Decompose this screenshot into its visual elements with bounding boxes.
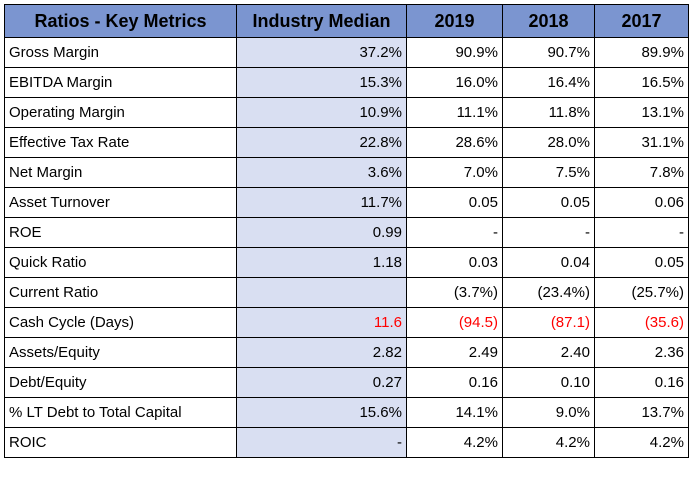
median-value: 15.6% xyxy=(236,397,407,428)
table-row: Debt/Equity 0.27 0.16 0.10 0.16 xyxy=(4,367,689,398)
header-2018: 2018 xyxy=(502,4,595,38)
value-2018: 11.8% xyxy=(502,97,595,128)
metric-label: Assets/Equity xyxy=(4,337,237,368)
value-2019: 7.0% xyxy=(406,157,503,188)
header-industry-median: Industry Median xyxy=(236,4,407,38)
value-2019: 0.16 xyxy=(406,367,503,398)
value-2017: 31.1% xyxy=(594,127,689,158)
value-2017: 7.8% xyxy=(594,157,689,188)
value-2017: 2.36 xyxy=(594,337,689,368)
median-value: 0.99 xyxy=(236,217,407,248)
table-row: Operating Margin 10.9% 11.1% 11.8% 13.1% xyxy=(4,97,689,128)
value-2017: 0.06 xyxy=(594,187,689,218)
median-value: 1.18 xyxy=(236,247,407,278)
median-value: 2.82 xyxy=(236,337,407,368)
value-2017: 16.5% xyxy=(594,67,689,98)
table-row: Current Ratio (3.7%) (23.4%) (25.7%) xyxy=(4,277,689,308)
value-2019: 28.6% xyxy=(406,127,503,158)
value-2019: 16.0% xyxy=(406,67,503,98)
value-2017: 0.05 xyxy=(594,247,689,278)
value-2018: - xyxy=(502,217,595,248)
value-2018: 0.05 xyxy=(502,187,595,218)
metric-label: ROE xyxy=(4,217,237,248)
table-row: Effective Tax Rate 22.8% 28.6% 28.0% 31.… xyxy=(4,127,689,158)
header-metric: Ratios - Key Metrics xyxy=(4,4,237,38)
value-2018: 16.4% xyxy=(502,67,595,98)
table-row: ROE 0.99 - - - xyxy=(4,217,689,248)
table-row: EBITDA Margin 15.3% 16.0% 16.4% 16.5% xyxy=(4,67,689,98)
table-row: Cash Cycle (Days) 11.6 (94.5) (87.1) (35… xyxy=(4,307,689,338)
value-2017: (25.7%) xyxy=(594,277,689,308)
value-2017: 13.7% xyxy=(594,397,689,428)
value-2017: 13.1% xyxy=(594,97,689,128)
table-row: Assets/Equity 2.82 2.49 2.40 2.36 xyxy=(4,337,689,368)
value-2017: (35.6) xyxy=(594,307,689,338)
value-2018: (23.4%) xyxy=(502,277,595,308)
metric-label: ROIC xyxy=(4,427,237,458)
median-value: 0.27 xyxy=(236,367,407,398)
value-2018: 9.0% xyxy=(502,397,595,428)
metric-label: Asset Turnover xyxy=(4,187,237,218)
table-row: Quick Ratio 1.18 0.03 0.04 0.05 xyxy=(4,247,689,278)
table-row: Net Margin 3.6% 7.0% 7.5% 7.8% xyxy=(4,157,689,188)
value-2019: 14.1% xyxy=(406,397,503,428)
table-row: Asset Turnover 11.7% 0.05 0.05 0.06 xyxy=(4,187,689,218)
value-2019: 4.2% xyxy=(406,427,503,458)
metric-label: Quick Ratio xyxy=(4,247,237,278)
metric-label: % LT Debt to Total Capital xyxy=(4,397,237,428)
value-2019: (94.5) xyxy=(406,307,503,338)
table-row: % LT Debt to Total Capital 15.6% 14.1% 9… xyxy=(4,397,689,428)
metric-label: Gross Margin xyxy=(4,37,237,68)
value-2017: 0.16 xyxy=(594,367,689,398)
value-2019: 90.9% xyxy=(406,37,503,68)
ratios-table-container: Ratios - Key Metrics Industry Median 201… xyxy=(4,4,689,458)
value-2019: (3.7%) xyxy=(406,277,503,308)
median-value: 37.2% xyxy=(236,37,407,68)
metric-label: EBITDA Margin xyxy=(4,67,237,98)
median-value: 11.6 xyxy=(236,307,407,338)
median-value: 10.9% xyxy=(236,97,407,128)
value-2017: 4.2% xyxy=(594,427,689,458)
value-2018: 0.10 xyxy=(502,367,595,398)
header-2019: 2019 xyxy=(406,4,503,38)
value-2018: 4.2% xyxy=(502,427,595,458)
metric-label: Cash Cycle (Days) xyxy=(4,307,237,338)
table-row: ROIC - 4.2% 4.2% 4.2% xyxy=(4,427,689,458)
median-value: 22.8% xyxy=(236,127,407,158)
metric-label: Effective Tax Rate xyxy=(4,127,237,158)
value-2018: (87.1) xyxy=(502,307,595,338)
value-2018: 0.04 xyxy=(502,247,595,278)
value-2018: 90.7% xyxy=(502,37,595,68)
value-2018: 7.5% xyxy=(502,157,595,188)
value-2019: 0.03 xyxy=(406,247,503,278)
metric-label: Operating Margin xyxy=(4,97,237,128)
value-2018: 2.40 xyxy=(502,337,595,368)
median-value xyxy=(236,277,407,308)
value-2019: 11.1% xyxy=(406,97,503,128)
median-value: - xyxy=(236,427,407,458)
metric-label: Debt/Equity xyxy=(4,367,237,398)
median-value: 11.7% xyxy=(236,187,407,218)
median-value: 3.6% xyxy=(236,157,407,188)
metric-label: Net Margin xyxy=(4,157,237,188)
value-2019: - xyxy=(406,217,503,248)
header-2017: 2017 xyxy=(594,4,689,38)
value-2018: 28.0% xyxy=(502,127,595,158)
value-2019: 2.49 xyxy=(406,337,503,368)
key-metrics-table: Ratios - Key Metrics Industry Median 201… xyxy=(4,4,689,458)
header-row: Ratios - Key Metrics Industry Median 201… xyxy=(4,4,689,38)
table-row: Gross Margin 37.2% 90.9% 90.7% 89.9% xyxy=(4,37,689,68)
metric-label: Current Ratio xyxy=(4,277,237,308)
value-2017: - xyxy=(594,217,689,248)
value-2017: 89.9% xyxy=(594,37,689,68)
value-2019: 0.05 xyxy=(406,187,503,218)
median-value: 15.3% xyxy=(236,67,407,98)
